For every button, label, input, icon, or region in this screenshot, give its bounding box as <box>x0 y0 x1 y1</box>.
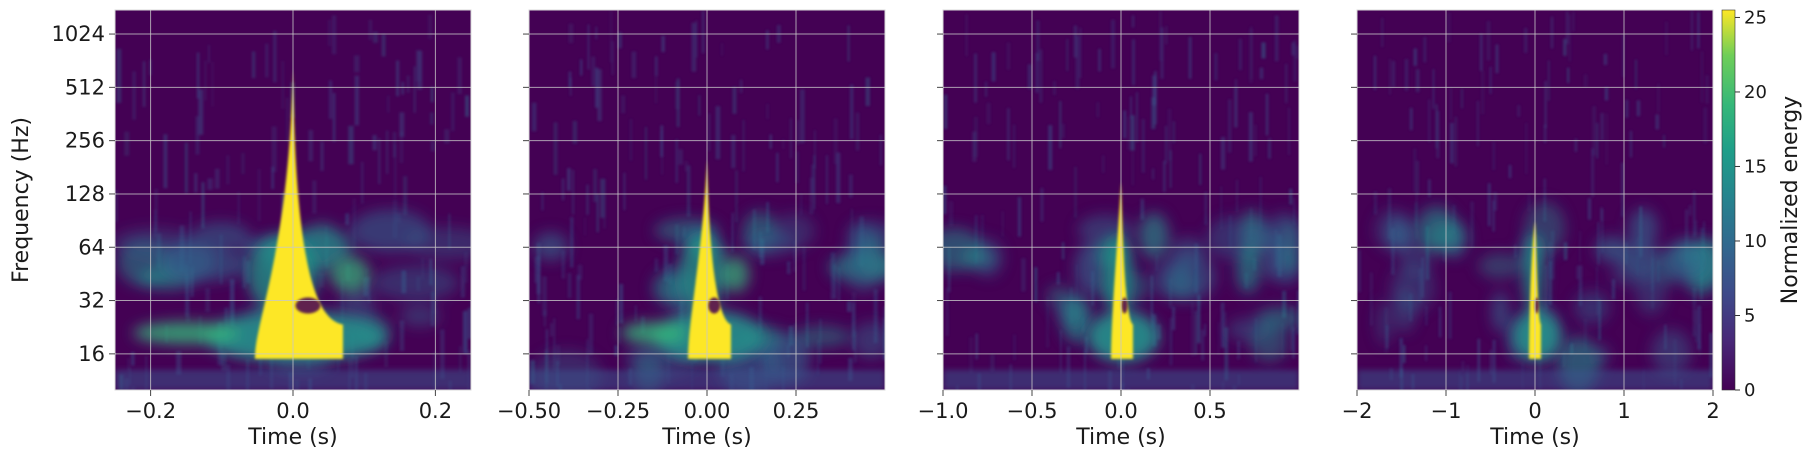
colorbar-gradient <box>1721 9 1736 391</box>
spectrogram-panel-3: −1.0 −0.5 0.0 0.5 Time (s) <box>918 9 1300 450</box>
colorbar-label: Normalized energy <box>1778 96 1803 304</box>
colorbar-tick-label: 15 <box>1744 156 1767 177</box>
heatmap-area <box>529 10 885 390</box>
y-tick-label: 512 <box>65 75 105 99</box>
heatmap-area <box>1357 10 1713 390</box>
x-tick-label: 0.5 <box>1193 399 1226 423</box>
chirp-core <box>1111 181 1133 359</box>
y-tick-label: 32 <box>78 289 105 313</box>
x-tick-label: 0.25 <box>773 399 820 423</box>
x-tick-label: 0.0 <box>276 399 309 423</box>
y-tick-label: 1024 <box>52 22 105 46</box>
heatmap-area <box>115 10 471 390</box>
colorbar-tick-label: 0 <box>1744 380 1755 401</box>
colorbar-tick-label: 10 <box>1744 231 1767 252</box>
heatmap-low-freq <box>943 210 1299 363</box>
x-axis-label: Time (s) <box>1489 425 1579 450</box>
chirp-track <box>688 159 731 359</box>
spectrogram-panel-1: 16 32 64 128 256 512 1024 −0.2 0.0 0.2 Time (s) <box>52 9 472 450</box>
x-tick-label: −0.2 <box>125 399 176 423</box>
x-tick-label: 0.0 <box>1104 399 1137 423</box>
y-tick-label: 128 <box>65 182 105 206</box>
colorbar-tick-label: 20 <box>1744 82 1767 103</box>
x-tick-label: 0.00 <box>684 399 731 423</box>
heatmap-area <box>943 10 1299 390</box>
chirp-track <box>255 69 343 359</box>
chirp-core <box>255 69 343 359</box>
y-axis-label: Frequency (Hz) <box>9 117 34 283</box>
x-tick-label: 2 <box>1706 399 1719 423</box>
x-axis-label: Time (s) <box>1075 425 1165 450</box>
chirp-core <box>688 159 731 359</box>
x-tick-label: −1 <box>1431 399 1462 423</box>
x-axis-label: Time (s) <box>661 425 751 450</box>
x-tick-label: −0.25 <box>586 399 650 423</box>
gridlines <box>115 10 471 390</box>
spectrogram-panel-4: −2 −1 0 1 2 Time (s) <box>1342 9 1720 450</box>
colorbar-tick-label: 25 <box>1744 7 1767 28</box>
y-tick-label: 16 <box>78 342 105 366</box>
x-tick-label: −2 <box>1342 399 1373 423</box>
heatmap-noise <box>1358 10 1713 390</box>
chirp-track <box>1111 181 1133 359</box>
x-tick-label: −0.5 <box>1007 399 1058 423</box>
x-tick-label: 0.2 <box>419 399 452 423</box>
y-tick-label: 64 <box>78 235 105 259</box>
colorbar: 0 5 10 15 20 25 Normalized energy <box>1721 7 1803 401</box>
y-tick-label: 256 <box>65 129 105 153</box>
x-tick-label: −1.0 <box>918 399 969 423</box>
spectrogram-panel-2: −0.50 −0.25 0.00 0.25 Time (s) <box>497 9 886 450</box>
x-axis-label: Time (s) <box>247 425 337 450</box>
colorbar-tick-label: 5 <box>1744 305 1755 326</box>
x-tick-label: −0.50 <box>497 399 561 423</box>
x-tick-label: 1 <box>1617 399 1630 423</box>
x-tick-label: 0 <box>1528 399 1541 423</box>
